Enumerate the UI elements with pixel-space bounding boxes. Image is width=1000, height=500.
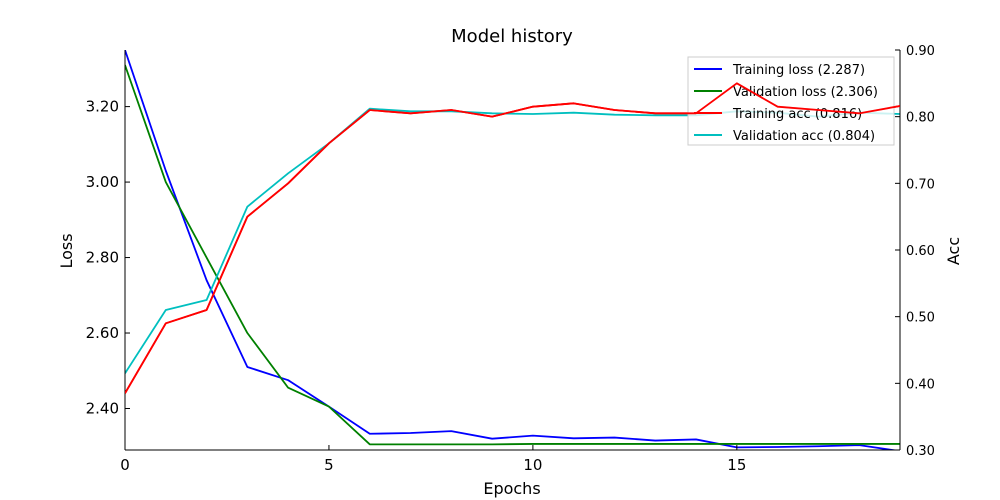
series-line-1 [125, 64, 900, 446]
y-tick-right-label: 0.70 [906, 177, 935, 192]
y-tick-left-label: 2.80 [86, 249, 119, 267]
y-axis-left-label: Loss [57, 233, 76, 268]
series-overlay [125, 82, 900, 394]
y-axis-right-label: Acc [944, 237, 963, 265]
series-line-3 [125, 107, 900, 374]
y-tick-right-label: 0.90 [906, 44, 935, 59]
y-tick-right-label: 0.30 [906, 444, 935, 459]
y-tick-left-label: 2.60 [86, 324, 119, 342]
y-tick-left-label: 2.40 [86, 399, 119, 417]
y-tick-right-label: 0.40 [906, 377, 935, 392]
legend-entry-1: Validation loss (2.306) [733, 85, 878, 100]
series-line-2-overlay [125, 82, 900, 394]
legend-entry-2: Training acc (0.816) [732, 107, 862, 122]
x-ticks: 0 5 10 15 [120, 445, 746, 474]
y-tick-right-label: 0.80 [906, 111, 935, 126]
y-tick-left-label: 3.00 [86, 173, 119, 191]
x-tick-label: 10 [523, 456, 542, 474]
x-tick-label: 15 [727, 456, 746, 474]
x-tick-label: 5 [324, 456, 334, 474]
legend: Training loss (2.287) Validation loss (2.… [687, 56, 895, 146]
chart-title: Model history [451, 26, 573, 47]
y-ticks-right: 0.30 0.40 0.50 0.60 0.70 0.80 0.90 [895, 44, 935, 459]
y-tick-right-label: 0.60 [906, 244, 935, 259]
series-line-0 [125, 50, 899, 450]
y-ticks-left: 2.40 2.60 2.80 3.00 3.20 [86, 98, 130, 417]
legend-entry-3: Validation acc (0.804) [733, 129, 875, 144]
x-axis-label: Epochs [483, 479, 540, 498]
y-tick-left-label: 3.20 [86, 98, 119, 116]
x-tick-label: 0 [120, 456, 130, 474]
y-tick-right-label: 0.50 [906, 311, 935, 326]
legend-box [687, 56, 895, 146]
legend-entry-0: Training loss (2.287) [732, 63, 865, 78]
